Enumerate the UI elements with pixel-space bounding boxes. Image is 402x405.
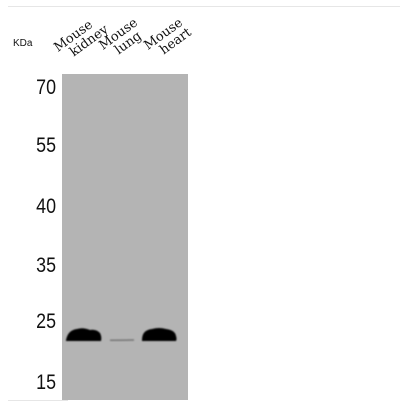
band-mouse-heart xyxy=(142,328,177,341)
marker-15: 15 xyxy=(36,371,56,394)
blot-membrane xyxy=(62,74,188,400)
bottom-border-line xyxy=(8,400,68,401)
lane-label-mouse-heart: Mouse heart xyxy=(141,15,194,63)
marker-40: 40 xyxy=(36,195,56,218)
band-mouse-lung xyxy=(110,339,134,341)
marker-35: 35 xyxy=(36,254,56,277)
top-border-line xyxy=(8,6,400,7)
marker-25: 25 xyxy=(36,310,56,333)
blot-bands xyxy=(66,328,177,341)
unit-label: KDa xyxy=(13,38,33,49)
marker-55: 55 xyxy=(36,134,56,157)
lane-label-mouse-lung: Mouse lung xyxy=(96,15,148,63)
band-mouse-kidney xyxy=(66,328,102,341)
marker-70: 70 xyxy=(36,76,56,99)
